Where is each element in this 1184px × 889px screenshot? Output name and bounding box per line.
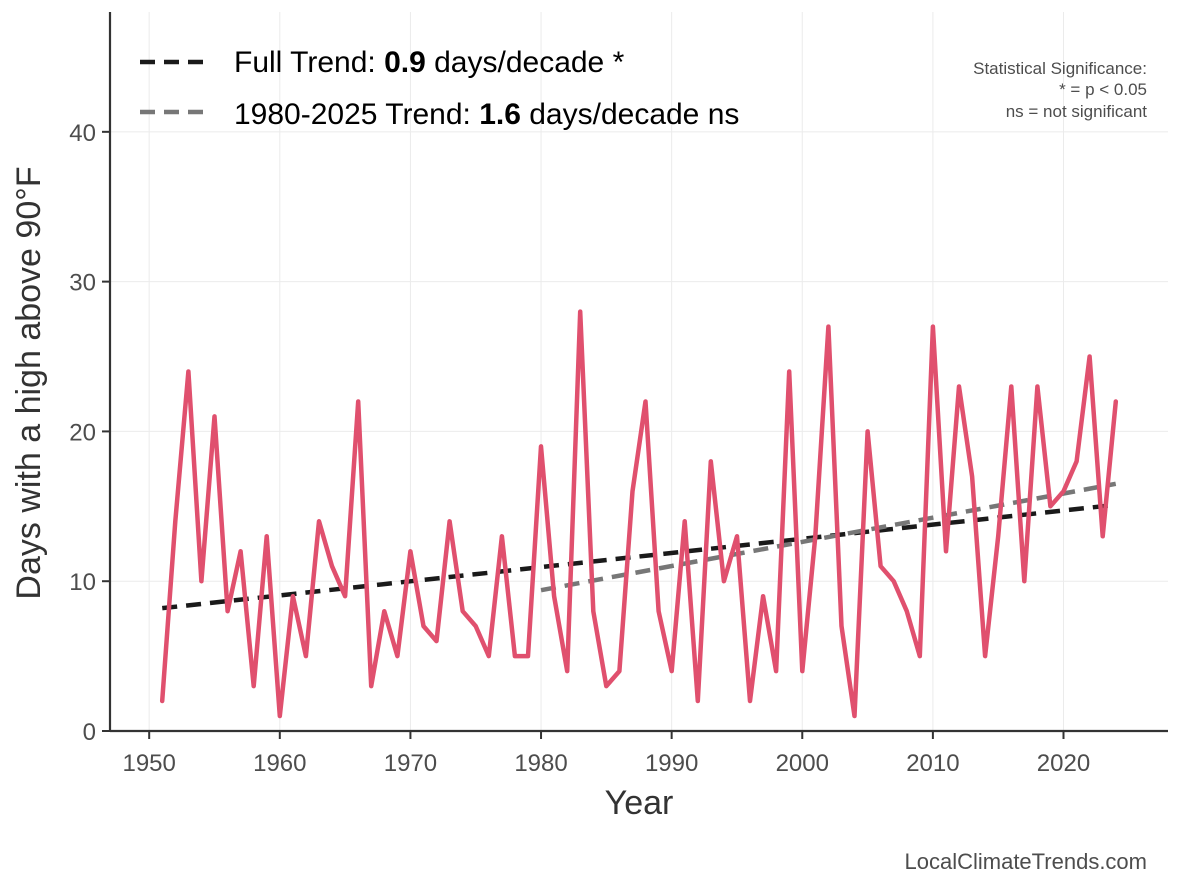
x-tick-label: 2010 bbox=[906, 750, 959, 777]
ticks: 1950 1960 1970 1980 1990 2000 2010 2020 0 10 20 30 4… bbox=[69, 120, 1090, 777]
significance-title: Statistical Significance: bbox=[973, 59, 1147, 78]
y-axis-title: Days with a high above 90°F bbox=[10, 166, 48, 599]
full-trend-line bbox=[162, 502, 1116, 611]
legend-recent-trend-prefix: 1980-2025 Trend: bbox=[234, 98, 479, 131]
x-tick-label: 1950 bbox=[122, 750, 175, 777]
legend-label-recent-trend: 1980-2025 Trend: 1.6 days/decade ns bbox=[234, 98, 739, 131]
legend-full-trend-suffix: days/decade * bbox=[426, 46, 625, 79]
significance-star: * = p < 0.05 bbox=[1059, 80, 1147, 99]
y-tick-label: 40 bbox=[69, 120, 96, 147]
x-tick-label: 1970 bbox=[384, 750, 437, 777]
significance-ns: ns = not significant bbox=[1006, 102, 1148, 121]
legend-recent-trend-value: 1.6 bbox=[479, 98, 521, 131]
y-tick-label: 10 bbox=[69, 569, 96, 596]
legend-full-trend-value: 0.9 bbox=[384, 46, 426, 79]
legend-label-full-trend: Full Trend: 0.9 days/decade * bbox=[234, 46, 625, 79]
y-tick-label: 0 bbox=[83, 719, 96, 746]
x-axis-title: Year bbox=[605, 784, 674, 822]
significance-note: Statistical Significance: * = p < 0.05 n… bbox=[973, 59, 1147, 121]
series-line bbox=[159, 309, 1119, 719]
y-tick-label: 30 bbox=[69, 270, 96, 297]
x-tick-label: 1990 bbox=[645, 750, 698, 777]
x-tick-label: 1960 bbox=[253, 750, 306, 777]
x-tick-label: 2020 bbox=[1037, 750, 1090, 777]
x-tick-label: 1980 bbox=[514, 750, 567, 777]
gridlines bbox=[110, 12, 1168, 732]
data-series bbox=[159, 309, 1119, 719]
legend-full-trend-prefix: Full Trend: bbox=[234, 46, 384, 79]
x-tick-label: 2000 bbox=[776, 750, 829, 777]
legend-recent-trend-suffix: days/decade ns bbox=[521, 98, 739, 131]
y-tick-label: 20 bbox=[69, 419, 96, 446]
source-credit: LocalClimateTrends.com bbox=[905, 849, 1148, 874]
legend: Full Trend: 0.9 days/decade * 1980-2025 … bbox=[140, 46, 739, 131]
